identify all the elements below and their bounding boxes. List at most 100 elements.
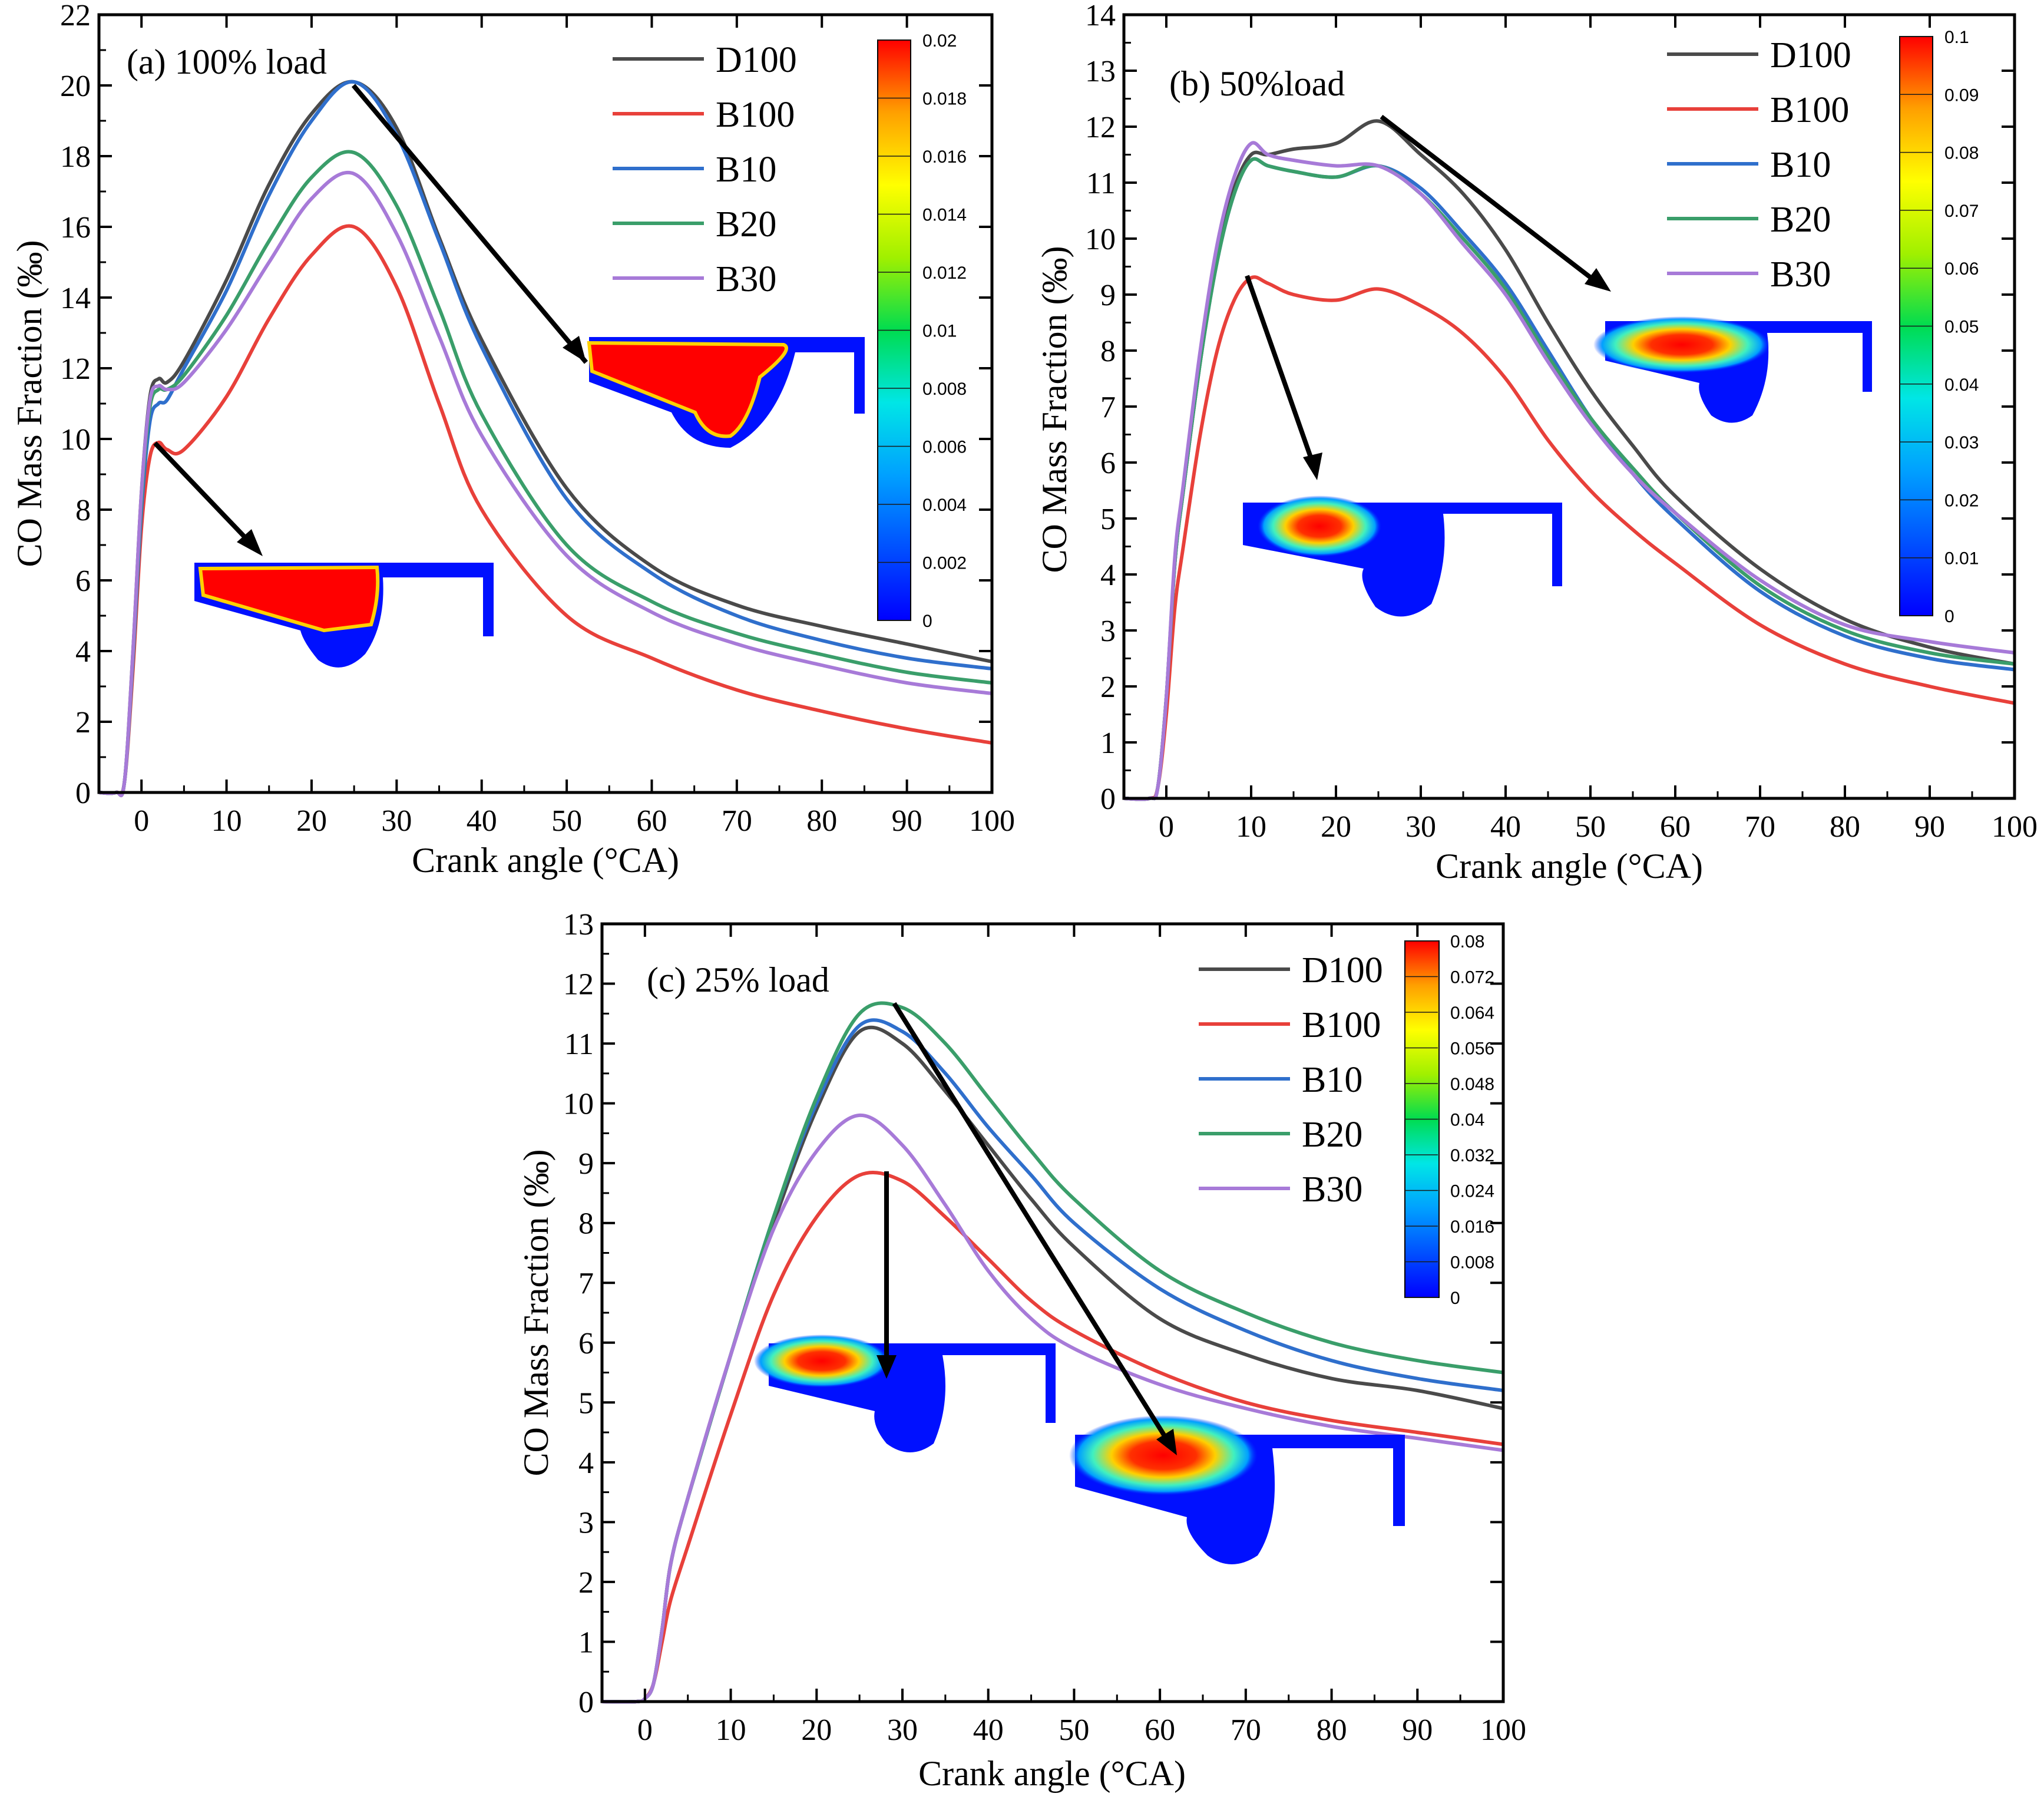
legend-label-d100: D100 <box>716 40 797 80</box>
panel-c-contour-inset-right <box>1069 1415 1405 1564</box>
x-tick-label: 40 <box>973 1713 1004 1747</box>
series-line-b10 <box>1123 157 2015 801</box>
series-line-b30 <box>601 1113 1504 1704</box>
series-line-b20 <box>1123 157 2015 801</box>
x-tick-label: 30 <box>887 1713 918 1747</box>
y-tick-label: 12 <box>563 968 594 1002</box>
colorbar-label: 0.02 <box>1944 491 1979 510</box>
colorbar-label: 0.05 <box>1944 318 1979 337</box>
panel-b: 0 10 20 30 40 50 60 70 80 90 100012345678910111213… <box>1035 0 2038 886</box>
x-tick-label: 0 <box>134 804 149 838</box>
colorbar-label: 0.04 <box>1450 1111 1484 1130</box>
x-tick-label: 50 <box>551 804 582 838</box>
legend-label-b30: B30 <box>1302 1170 1362 1210</box>
x-tick-label: 80 <box>1317 1713 1347 1747</box>
x-tick-label: 10 <box>1236 810 1266 844</box>
panel-b-legend: D100 B100 B10 B20 B30 <box>1667 35 1851 295</box>
y-tick-label: 22 <box>60 0 91 32</box>
colorbar-label: 0.014 <box>922 206 967 225</box>
x-tick-label: 20 <box>801 1713 832 1747</box>
y-tick-label: 11 <box>564 1028 594 1061</box>
legend-label-b10: B10 <box>716 150 776 190</box>
panel-c-legend: D100 B100 B10 B20 B30 <box>1199 950 1383 1210</box>
panel-c-colorbar: 0.08 0.072 0.064 0.056 0.048 0.04 0.032 0.024 0.… <box>1404 932 1494 1308</box>
x-tick-label: 20 <box>296 804 327 838</box>
y-tick-label: 8 <box>1100 335 1116 368</box>
colorbar-label: 0.056 <box>1450 1039 1494 1059</box>
y-tick-label: 13 <box>1085 55 1116 88</box>
y-tick-label: 10 <box>60 423 91 457</box>
series-line-b30 <box>1123 141 2015 801</box>
y-tick-label: 2 <box>578 1566 594 1600</box>
y-tick-label: 10 <box>1085 223 1116 256</box>
y-tick-label: 12 <box>1085 111 1116 144</box>
panel-c-annotation-arrows <box>877 1002 1177 1455</box>
panel-c-contour-inset-left <box>754 1335 1056 1452</box>
y-tick-label: 4 <box>578 1446 594 1480</box>
colorbar-label: 0.01 <box>922 322 957 341</box>
y-tick-label: 6 <box>75 564 91 598</box>
colorbar-label: 0 <box>1944 607 1954 626</box>
colorbar-label: 0.09 <box>1944 85 1979 105</box>
colorbar-label: 0.008 <box>1450 1253 1494 1273</box>
x-tick-label: 10 <box>716 1713 746 1747</box>
y-tick-label: 5 <box>1100 503 1116 536</box>
colorbar-label: 0.01 <box>1944 549 1979 569</box>
panel-c-xlabel: Crank angle (°CA) <box>918 1754 1186 1793</box>
legend-label-b100: B100 <box>1302 1005 1381 1045</box>
x-tick-label: 0 <box>1159 810 1174 844</box>
panel-b-contour-inset-peak <box>1593 316 1872 423</box>
colorbar-label: 0.03 <box>1944 433 1979 453</box>
panel-b-frame <box>1122 13 2016 800</box>
panel-b-ticks: 0 10 20 30 40 50 60 70 80 90 100012345678910111213… <box>1085 0 2038 844</box>
colorbar-label: 0.06 <box>1944 259 1979 279</box>
x-tick-label: 90 <box>1914 810 1945 844</box>
colorbar-label: 0.072 <box>1450 968 1494 987</box>
x-tick-label: 60 <box>1660 810 1691 844</box>
x-tick-label: 60 <box>1145 1713 1175 1747</box>
panel-c-frame <box>600 922 1505 1703</box>
x-tick-label: 10 <box>211 804 242 838</box>
y-tick-label: 14 <box>1085 0 1116 32</box>
y-tick-label: 13 <box>563 908 594 942</box>
panel-b-annotation-arrows <box>1245 114 1611 480</box>
panel-b-colorbar: 0.1 0.09 0.08 0.07 0.06 0.05 0.04 0.03 0.02 0.01 0 <box>1899 28 1979 626</box>
colorbar-label: 0.048 <box>1450 1075 1494 1094</box>
x-tick-label: 70 <box>722 804 752 838</box>
colorbar-label: 0.02 <box>922 31 957 51</box>
y-tick-label: 16 <box>60 211 91 245</box>
series-line-b100 <box>601 1170 1504 1704</box>
legend-label-b10: B10 <box>1302 1060 1362 1100</box>
colorbar-label: 0.006 <box>922 438 967 457</box>
colorbar-label: 0.004 <box>922 496 967 515</box>
panel-b-series <box>1123 119 2015 801</box>
colorbar-label: 0.07 <box>1944 202 1979 221</box>
y-tick-label: 12 <box>60 352 91 386</box>
legend-label-b100: B100 <box>1770 90 1849 130</box>
colorbar-label: 0.024 <box>1450 1182 1494 1201</box>
y-tick-label: 0 <box>578 1686 594 1719</box>
colorbar-label: 0.002 <box>922 554 967 573</box>
x-tick-label: 100 <box>1480 1713 1526 1747</box>
panel-a-colorbar: 0.02 0.018 0.016 0.014 0.012 0.01 0.008 0.006 0.… <box>877 31 967 631</box>
x-tick-label: 90 <box>1402 1713 1433 1747</box>
panel-a-plot-area: 0 10 20 30 40 50 60 70 80 90 100 0 2 4 6 8 10 12 14 16 18 20 2… <box>60 0 1015 838</box>
colorbar-label: 0.032 <box>1450 1146 1494 1165</box>
panel-a-frame <box>97 13 994 794</box>
panel-a: 0 10 20 30 40 50 60 70 80 90 100 0 2 4 6 8 10 12 14 16 18 20 2… <box>10 0 1015 880</box>
y-tick-label: 11 <box>1086 167 1116 200</box>
y-tick-label: 10 <box>563 1088 594 1121</box>
y-tick-label: 14 <box>60 282 91 315</box>
series-line-b100 <box>1123 275 2015 801</box>
y-tick-label: 3 <box>578 1506 594 1540</box>
panel-c: 0 10 20 30 40 50 60 70 80 90 100012345678910111213… <box>517 908 1526 1793</box>
legend-label-b30: B30 <box>716 259 776 299</box>
panel-b-title: (b) 50%load <box>1169 64 1345 103</box>
colorbar-label: 0.08 <box>1450 932 1484 952</box>
x-tick-label: 0 <box>637 1713 653 1747</box>
y-tick-label: 1 <box>1100 726 1116 760</box>
y-tick-label: 0 <box>1100 782 1116 816</box>
